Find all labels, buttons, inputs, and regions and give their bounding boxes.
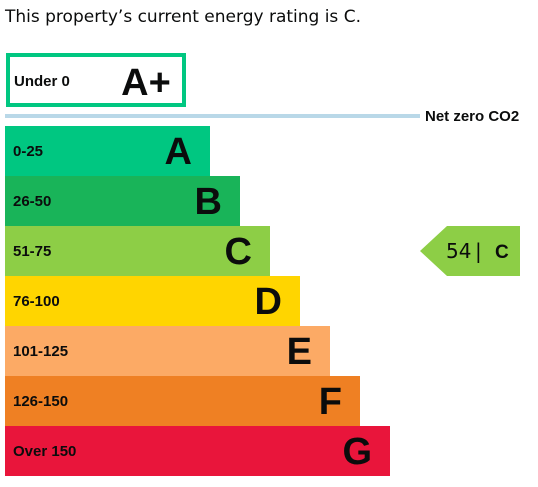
band-b-range: 26-50 <box>13 193 51 210</box>
band-a-bar <box>5 126 210 176</box>
band-e-range: 101-125 <box>13 343 68 360</box>
band-aplus-box <box>6 53 186 107</box>
band-c-range: 51-75 <box>13 243 51 260</box>
band-f-bar <box>5 376 360 426</box>
current-rating-separator: | <box>475 239 482 263</box>
current-rating-score: 54 <box>446 239 471 263</box>
band-b-letter: B <box>195 181 222 223</box>
band-g-bar <box>5 426 390 476</box>
band-g-range: Over 150 <box>13 443 76 460</box>
band-g-letter: G <box>342 431 372 473</box>
rating-summary: This property’s current energy rating is… <box>5 7 361 27</box>
band-a-range: 0-25 <box>13 143 43 160</box>
band-d-bar <box>5 276 300 326</box>
band-e-letter: E <box>287 331 312 373</box>
band-b-bar <box>5 176 240 226</box>
band-f-letter: F <box>319 381 342 423</box>
current-rating-pointer <box>420 226 520 276</box>
current-rating-letter: C <box>495 242 509 263</box>
band-d-letter: D <box>255 281 282 323</box>
band-a-letter: A <box>165 131 192 173</box>
band-aplus-range: Under 0 <box>14 73 70 90</box>
band-e-bar <box>5 326 330 376</box>
band-aplus-letter: A+ <box>121 62 171 104</box>
band-f-range: 126-150 <box>13 393 68 410</box>
band-d-range: 76-100 <box>13 293 60 310</box>
band-c-letter: C <box>225 231 252 273</box>
net-zero-label: Net zero CO2 <box>425 108 519 125</box>
band-c-bar <box>5 226 270 276</box>
